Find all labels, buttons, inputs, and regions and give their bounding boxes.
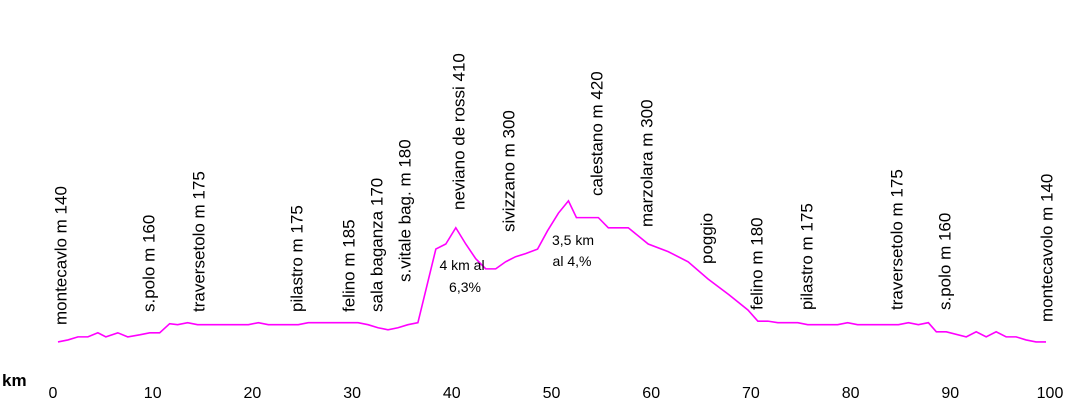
x-tick-label: 20 [244, 385, 262, 400]
x-tick-label: 70 [742, 385, 760, 400]
x-tick-label: 0 [49, 385, 58, 400]
x-tick-label: 90 [941, 385, 959, 400]
place-label: pilastro m 175 [797, 203, 816, 310]
x-tick-label: 30 [343, 385, 361, 400]
x-tick-label: 50 [543, 385, 561, 400]
x-tick-label: 100 [1037, 385, 1064, 400]
place-label: montecavolo m 140 [1037, 174, 1056, 322]
place-label: s.polo m 160 [139, 215, 158, 312]
place-label: sivizzano m 300 [499, 110, 518, 232]
x-tick-label: 10 [144, 385, 162, 400]
profile-line [57, 199, 1047, 343]
place-label: poggio [697, 213, 716, 264]
x-tick-label: 60 [642, 385, 660, 400]
gradient-note: 4 km al [439, 257, 484, 273]
x-tick-label: 80 [842, 385, 860, 400]
gradient-note: 6,3% [449, 279, 481, 295]
place-label: montecavlo m 140 [51, 186, 70, 325]
place-label: sala baganza 170 [367, 178, 386, 312]
place-label: s.vitale bag. m 180 [395, 139, 414, 282]
place-label: neviano de rossi 410 [449, 53, 468, 210]
gradient-note: al 4,% [553, 253, 592, 269]
x-axis-label: km [2, 371, 27, 390]
gradient-note: 3,5 km [552, 232, 594, 248]
place-label: marzolara m 300 [637, 99, 656, 227]
place-label: calestano m 420 [587, 71, 606, 196]
x-tick-label: 40 [443, 385, 461, 400]
place-label: traversetolo m 175 [189, 171, 208, 312]
place-label: s.polo m 160 [935, 213, 954, 310]
place-label: traversetolo m 175 [887, 169, 906, 310]
place-label: pilastro m 175 [287, 205, 306, 312]
place-label: felino m 180 [747, 217, 766, 310]
place-label: felino m 185 [339, 219, 358, 312]
